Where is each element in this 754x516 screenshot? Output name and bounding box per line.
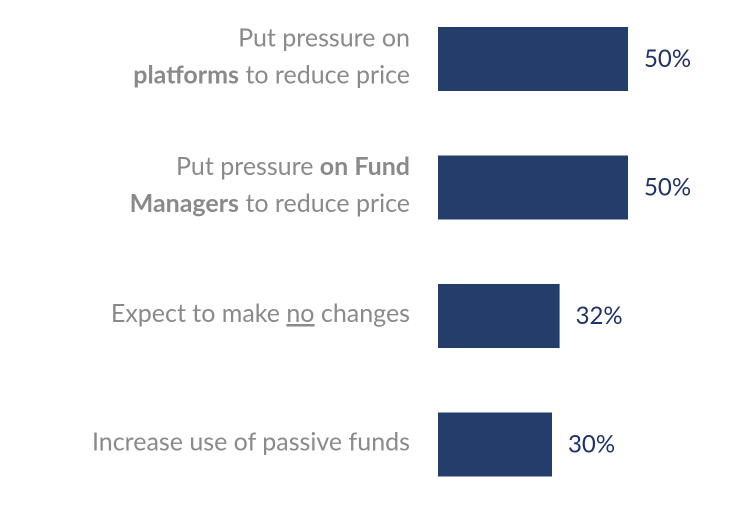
label-run: on Fund — [320, 151, 410, 181]
label-run: to reduce price — [239, 188, 410, 218]
category-label: Managers to reduce price — [130, 188, 410, 218]
category-label: Increase use of passive funds — [92, 427, 410, 457]
category-label: Put pressure on Fund — [176, 151, 410, 181]
label-run: Put pressure on — [238, 23, 410, 53]
category-label: Put pressure on — [238, 23, 410, 53]
bar — [438, 155, 628, 220]
label-run: Expect to make — [111, 298, 286, 328]
bar — [438, 284, 560, 348]
label-run: changes — [315, 298, 411, 328]
label-run: no — [286, 298, 314, 328]
bar — [438, 412, 552, 477]
category-label: Expect to make no changes — [111, 298, 410, 328]
value-label: 30% — [568, 430, 615, 459]
label-run: Put pressure — [176, 151, 320, 181]
category-label: platforms to reduce price — [133, 60, 410, 90]
value-label: 32% — [576, 301, 623, 330]
label-run: Managers — [130, 188, 239, 218]
label-run: Increase use of passive funds — [92, 427, 410, 457]
label-run: platforms — [133, 60, 239, 90]
label-run: to reduce price — [239, 60, 410, 90]
value-label: 50% — [644, 173, 691, 202]
bar — [438, 27, 628, 91]
value-label: 50% — [644, 44, 691, 73]
